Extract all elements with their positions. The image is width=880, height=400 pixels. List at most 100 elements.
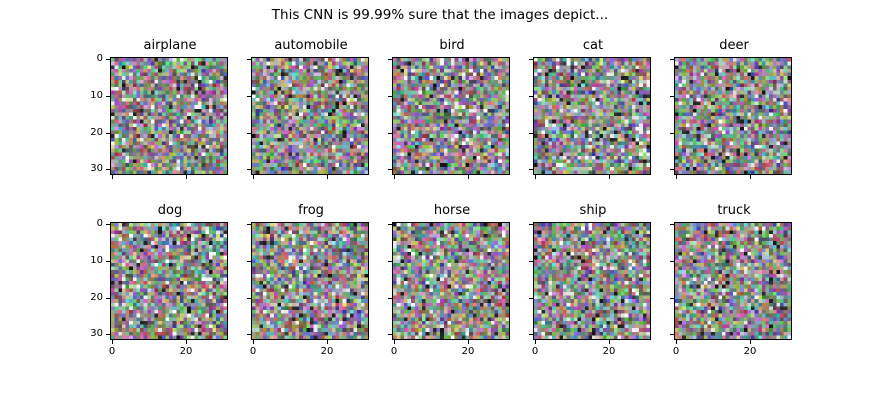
y-tick: [529, 133, 533, 134]
y-tick: [106, 96, 110, 97]
noise-image-canvas: [111, 58, 227, 174]
y-tick: [247, 298, 251, 299]
image-panel-automobile: automobile: [247, 38, 369, 179]
noise-image: [674, 57, 792, 175]
y-tick: [388, 224, 392, 225]
y-tick-label: 30: [90, 163, 103, 174]
y-tick: [529, 224, 533, 225]
noise-image: [392, 222, 510, 340]
y-tick-label: 10: [90, 255, 103, 266]
x-tick-label: 20: [461, 346, 475, 357]
x-tick: [112, 340, 113, 344]
noise-image: [251, 57, 369, 175]
noise-image: [533, 57, 651, 175]
x-tick: [327, 340, 328, 344]
noise-image-canvas: [393, 58, 509, 174]
image-panel-deer: deer: [670, 38, 792, 179]
noise-image-canvas: [534, 223, 650, 339]
panel-title: deer: [719, 38, 749, 53]
y-tick: [388, 334, 392, 335]
y-tick: [247, 334, 251, 335]
panel-title: truck: [717, 203, 751, 218]
panel-title: dog: [157, 203, 183, 218]
y-tick: [106, 133, 110, 134]
x-tick-label: 0: [531, 346, 539, 357]
panel-title: cat: [582, 38, 604, 53]
y-tick: [529, 169, 533, 170]
y-tick: [529, 298, 533, 299]
image-panel-bird: bird: [388, 38, 510, 179]
y-tick: [247, 133, 251, 134]
noise-image-canvas: [534, 58, 650, 174]
y-tick: [670, 59, 674, 60]
y-tick: [247, 224, 251, 225]
image-panel-cat: cat: [529, 38, 651, 179]
y-tick-label: 20: [90, 292, 103, 303]
noise-image-canvas: [675, 58, 791, 174]
noise-image: [251, 222, 369, 340]
y-tick: [388, 133, 392, 134]
y-tick: [247, 96, 251, 97]
x-tick: [186, 175, 187, 179]
panel-title: horse: [433, 203, 471, 218]
y-tick: [529, 59, 533, 60]
figure-title: This CNN is 99.99% sure that the images …: [271, 7, 609, 23]
y-tick: [388, 298, 392, 299]
y-tick: [670, 261, 674, 262]
panel-title: frog: [298, 203, 324, 218]
noise-image-canvas: [252, 58, 368, 174]
y-tick: [106, 334, 110, 335]
panel-title: ship: [579, 203, 607, 218]
y-tick: [529, 334, 533, 335]
y-tick: [247, 261, 251, 262]
y-tick-label: 0: [96, 53, 103, 64]
y-tick: [388, 261, 392, 262]
x-tick-label: 20: [743, 346, 757, 357]
noise-image-canvas: [252, 223, 368, 339]
x-tick: [468, 175, 469, 179]
y-tick-label: 30: [90, 328, 103, 339]
image-panel-airplane: airplane 0 10 20 30: [90, 38, 228, 179]
panel-title: automobile: [274, 38, 348, 53]
noise-image: [110, 57, 228, 175]
x-tick: [535, 175, 536, 179]
y-tick: [670, 298, 674, 299]
x-tick-label: 20: [179, 346, 193, 357]
y-tick: [388, 169, 392, 170]
image-panel-horse: horse 0 20: [388, 203, 510, 357]
x-tick-label: 0: [672, 346, 680, 357]
x-tick: [535, 340, 536, 344]
y-tick: [106, 224, 110, 225]
x-tick-label: 0: [108, 346, 116, 357]
x-tick: [253, 175, 254, 179]
y-tick: [529, 261, 533, 262]
y-tick-label: 0: [96, 218, 103, 229]
x-tick-label: 20: [320, 346, 334, 357]
x-tick: [253, 340, 254, 344]
noise-image: [674, 222, 792, 340]
y-tick: [670, 96, 674, 97]
x-tick: [750, 175, 751, 179]
noise-image: [110, 222, 228, 340]
x-tick-label: 0: [249, 346, 257, 357]
y-tick: [106, 169, 110, 170]
y-tick: [670, 169, 674, 170]
image-panel-ship: ship 0 20: [529, 203, 651, 357]
x-tick-label: 0: [390, 346, 398, 357]
y-tick: [106, 59, 110, 60]
x-tick: [750, 340, 751, 344]
x-tick: [394, 340, 395, 344]
x-tick: [394, 175, 395, 179]
image-panel-truck: truck 0 20: [670, 203, 792, 357]
noise-image-canvas: [111, 223, 227, 339]
y-tick: [106, 298, 110, 299]
y-tick: [388, 59, 392, 60]
y-tick: [106, 261, 110, 262]
y-tick: [247, 169, 251, 170]
x-tick: [676, 175, 677, 179]
x-tick: [468, 340, 469, 344]
x-tick-label: 20: [602, 346, 616, 357]
x-tick: [609, 340, 610, 344]
noise-image: [392, 57, 510, 175]
